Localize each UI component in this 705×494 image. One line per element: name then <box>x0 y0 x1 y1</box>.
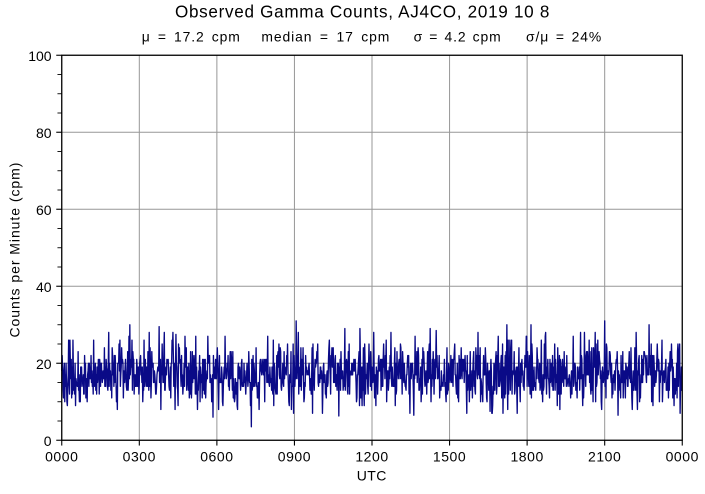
svg-text:2100: 2100 <box>588 449 621 465</box>
svg-text:Observed Gamma Counts, AJ4CO,: Observed Gamma Counts, AJ4CO, 2019 10 8 <box>175 2 550 21</box>
svg-text:UTC: UTC <box>357 468 387 484</box>
svg-text:0000: 0000 <box>45 449 78 465</box>
svg-text:σ = 4.2 cpm: σ = 4.2 cpm <box>414 29 502 45</box>
svg-text:μ = 17.2 cpm: μ = 17.2 cpm <box>142 29 241 45</box>
svg-text:1500: 1500 <box>433 449 466 465</box>
svg-text:80: 80 <box>36 125 52 141</box>
svg-text:0900: 0900 <box>278 449 311 465</box>
svg-text:0: 0 <box>44 433 52 449</box>
svg-text:0000: 0000 <box>666 449 699 465</box>
svg-text:100: 100 <box>28 48 52 64</box>
svg-text:60: 60 <box>36 202 52 218</box>
svg-text:0300: 0300 <box>123 449 156 465</box>
svg-text:Counts per Minute (cpm): Counts per Minute (cpm) <box>7 162 23 338</box>
svg-text:median = 17 cpm: median = 17 cpm <box>261 29 390 45</box>
svg-text:1200: 1200 <box>355 449 388 465</box>
svg-text:1800: 1800 <box>510 449 543 465</box>
svg-text:40: 40 <box>36 279 52 295</box>
svg-text:σ/μ = 24%: σ/μ = 24% <box>526 29 602 45</box>
svg-text:20: 20 <box>36 356 52 372</box>
svg-text:0600: 0600 <box>200 449 233 465</box>
